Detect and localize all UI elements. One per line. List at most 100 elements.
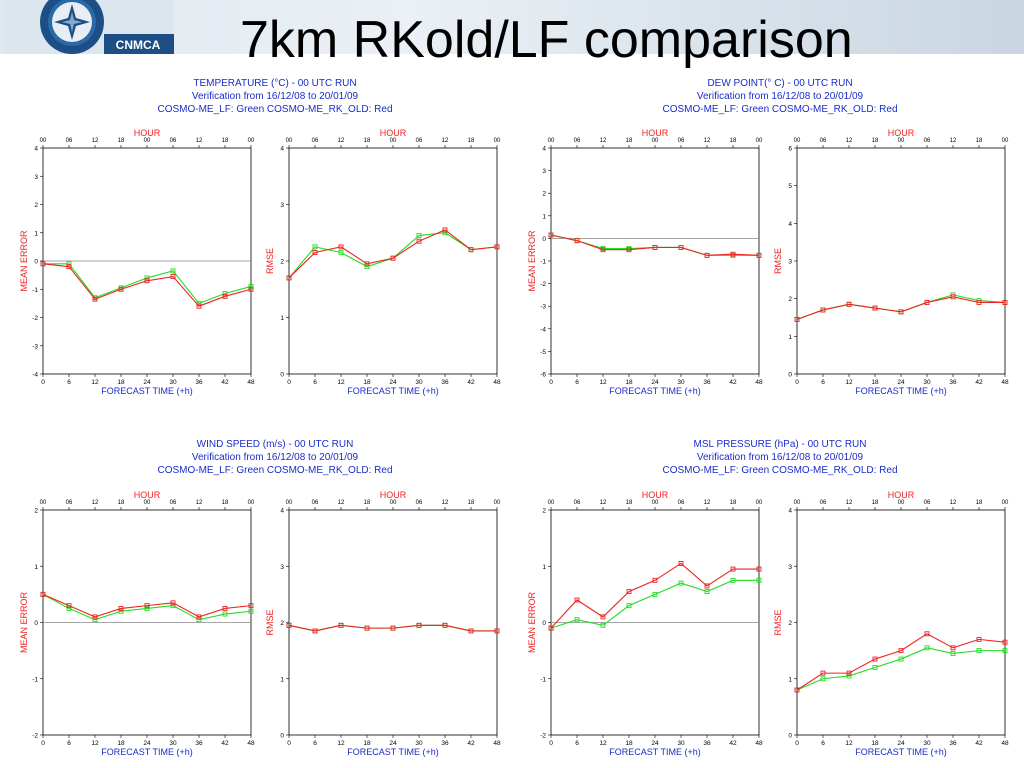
- data-point-green: [820, 676, 826, 682]
- x-tick-label: 24: [143, 740, 151, 747]
- top-tick-label: 00: [494, 138, 501, 144]
- top-tick-label: 00: [548, 138, 555, 144]
- y-tick-label: 4: [788, 508, 792, 515]
- top-tick-label: 18: [364, 138, 371, 144]
- x-axis-label: FORECAST TIME (+h): [855, 747, 946, 757]
- data-point-green: [196, 617, 202, 623]
- top-tick-label: 00: [248, 500, 255, 506]
- top-tick-label: 06: [678, 500, 685, 506]
- x-axis-label: FORECAST TIME (+h): [347, 386, 438, 396]
- data-point-red: [548, 625, 554, 631]
- x-tick-label: 42: [467, 379, 475, 386]
- x-tick-label: 36: [195, 379, 203, 386]
- data-point-green: [924, 645, 930, 651]
- y-tick-label: -4: [540, 326, 546, 333]
- y-tick-label: 1: [788, 334, 792, 341]
- y-tick-label: -3: [32, 343, 38, 350]
- data-point-red: [338, 622, 344, 628]
- top-tick-label: 18: [626, 500, 633, 506]
- x-axis-label: FORECAST TIME (+h): [609, 386, 700, 396]
- top-tick-label: 06: [416, 500, 423, 506]
- panel-verification: Verification from 16/12/08 to 20/01/09: [191, 91, 359, 102]
- data-point-green: [66, 605, 72, 611]
- series-line-red: [796, 296, 1005, 320]
- y-tick-label: 2: [34, 508, 38, 515]
- top-tick-label: 18: [872, 138, 879, 144]
- top-tick-label: 18: [468, 500, 475, 506]
- series-line-green: [42, 593, 252, 621]
- x-tick-label: 24: [143, 379, 151, 386]
- data-point-red: [364, 261, 370, 267]
- top-axis-label: HOUR: [380, 490, 407, 500]
- x-tick-label: 48: [493, 379, 501, 386]
- data-point-red: [730, 251, 736, 257]
- x-tick-label: 24: [897, 379, 905, 386]
- data-point-red: [600, 247, 606, 253]
- data-point-red: [118, 286, 124, 292]
- data-point-red: [574, 597, 580, 603]
- data-point-red: [924, 299, 930, 305]
- x-tick-label: 42: [221, 379, 229, 386]
- x-axis-label: FORECAST TIME (+h): [347, 747, 438, 757]
- y-tick-label: 4: [280, 146, 284, 153]
- data-point-red: [468, 628, 474, 634]
- data-point-green: [144, 605, 150, 611]
- y-tick-label: 0: [34, 259, 38, 266]
- y-tick-label: -2: [32, 315, 38, 322]
- top-tick-label: 00: [794, 500, 801, 506]
- top-tick-label: 12: [196, 138, 203, 144]
- top-axis-label: HOUR: [888, 128, 915, 138]
- y-axis-label: MEAN ERROR: [527, 230, 537, 292]
- top-tick-label: 00: [248, 138, 255, 144]
- top-tick-label: 18: [364, 500, 371, 506]
- x-axis-label: FORECAST TIME (+h): [609, 747, 700, 757]
- top-tick-label: 18: [976, 138, 983, 144]
- data-point-red: [40, 591, 46, 597]
- data-point-green: [442, 230, 448, 236]
- top-tick-label: 06: [574, 138, 581, 144]
- data-point-red: [652, 244, 658, 250]
- y-tick-label: 1: [280, 676, 284, 683]
- x-tick-label: 48: [247, 379, 255, 386]
- top-tick-label: 18: [222, 138, 229, 144]
- panel-legend: COSMO-ME_LF: Green COSMO-ME_RK_OLD: Red: [157, 465, 393, 476]
- data-point-red: [730, 566, 736, 572]
- x-tick-label: 48: [755, 740, 763, 747]
- top-tick-label: 06: [416, 138, 423, 144]
- data-point-green: [118, 608, 124, 614]
- data-point-red: [144, 603, 150, 609]
- data-point-red: [704, 252, 710, 258]
- y-tick-label: -1: [540, 259, 546, 266]
- data-point-red: [678, 244, 684, 250]
- x-tick-label: 36: [441, 740, 449, 747]
- data-point-red: [626, 247, 632, 253]
- data-point-green: [364, 264, 370, 270]
- x-tick-label: 6: [821, 379, 825, 386]
- x-tick-label: 0: [287, 740, 291, 747]
- y-tick-label: 0: [280, 733, 284, 740]
- data-point-green: [872, 665, 878, 670]
- slide-title: 7km RKold/LF comparison: [240, 11, 853, 69]
- top-tick-label: 00: [40, 138, 47, 144]
- data-point-red: [898, 309, 904, 315]
- y-tick-label: 0: [788, 372, 792, 379]
- y-tick-label: 1: [34, 564, 38, 571]
- top-tick-label: 00: [286, 500, 293, 506]
- data-point-green: [416, 233, 422, 239]
- x-tick-label: 18: [363, 379, 371, 386]
- top-tick-label: 12: [600, 138, 607, 144]
- top-tick-label: 00: [1002, 500, 1009, 506]
- x-tick-label: 18: [871, 379, 879, 386]
- data-point-red: [92, 614, 98, 620]
- y-axis-label: MEAN ERROR: [19, 592, 29, 654]
- data-point-red: [600, 614, 606, 620]
- top-tick-label: 06: [820, 138, 827, 144]
- data-point-green: [338, 250, 344, 255]
- x-tick-label: 48: [755, 379, 763, 386]
- data-point-green: [1002, 648, 1008, 654]
- data-point-red: [468, 247, 474, 253]
- data-point-red: [390, 625, 396, 631]
- y-tick-label: 2: [542, 508, 546, 515]
- data-point-red: [338, 244, 344, 250]
